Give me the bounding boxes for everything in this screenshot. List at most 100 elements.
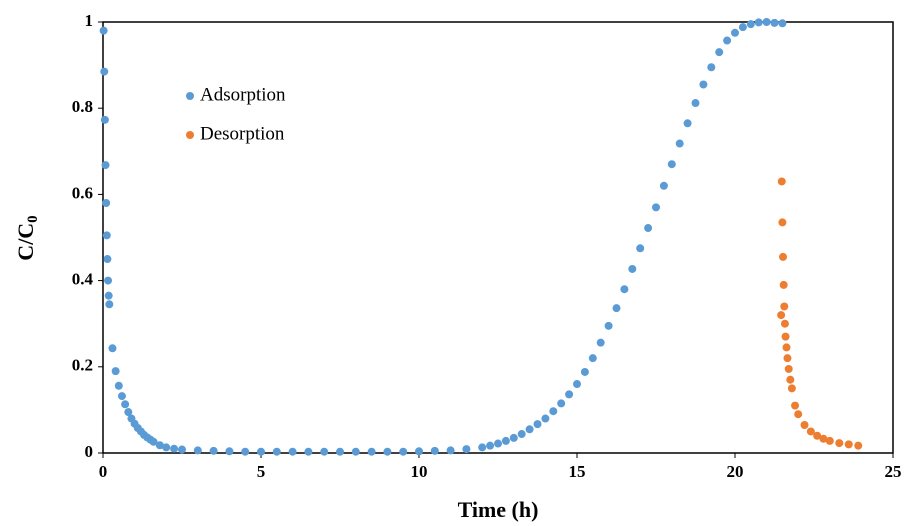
data-point <box>746 20 755 29</box>
x-tick-label: 0 <box>99 462 108 481</box>
data-point <box>155 441 164 450</box>
data-point <box>193 446 202 455</box>
data-point <box>525 425 534 434</box>
data-point <box>596 338 605 347</box>
data-point <box>336 447 344 456</box>
y-axis-title-sub: 0 <box>25 215 41 223</box>
data-point <box>844 440 853 449</box>
data-point <box>806 427 815 436</box>
data-point <box>149 437 158 446</box>
data-point <box>304 447 313 456</box>
data-point <box>777 311 786 320</box>
data-point <box>777 177 786 186</box>
x-tick-label: 15 <box>569 462 586 481</box>
x-axis-title: Time (h) <box>458 497 539 522</box>
data-point <box>117 392 126 401</box>
data-point <box>779 252 788 261</box>
data-point <box>786 375 795 384</box>
data-point <box>854 441 863 450</box>
x-tick-label: 5 <box>257 462 266 481</box>
data-point <box>533 420 542 429</box>
y-tick-label: 1 <box>85 11 94 30</box>
data-point <box>731 28 739 37</box>
data-point <box>517 430 526 439</box>
data-point <box>825 436 834 445</box>
data-point <box>121 400 130 409</box>
data-point <box>683 119 692 128</box>
data-point <box>754 18 763 27</box>
data-point <box>800 420 809 429</box>
y-tick-label: 0.8 <box>72 97 93 116</box>
data-point <box>644 224 653 233</box>
data-point <box>225 447 234 456</box>
data-point <box>780 319 789 328</box>
y-tick-label: 0.4 <box>72 270 94 289</box>
x-tick-label: 10 <box>411 462 428 481</box>
data-point <box>813 431 822 440</box>
data-point <box>565 390 574 399</box>
data-point <box>209 446 218 455</box>
data-point <box>494 439 502 448</box>
data-point <box>780 302 789 311</box>
data-point <box>162 443 171 452</box>
data-point <box>111 367 120 376</box>
data-point <box>628 264 637 273</box>
data-point <box>446 446 455 455</box>
data-point <box>699 80 708 89</box>
data-point <box>652 203 660 212</box>
data-point <box>105 300 114 309</box>
data-point <box>636 244 645 253</box>
data-point <box>462 445 471 454</box>
data-point <box>541 414 550 423</box>
legend-marker <box>186 92 194 100</box>
data-point <box>770 18 779 27</box>
data-point <box>104 276 113 285</box>
data-point <box>415 447 423 456</box>
data-point <box>103 255 112 264</box>
y-tick-label: 0.6 <box>72 183 93 202</box>
data-point <box>819 434 828 443</box>
data-point <box>723 36 732 45</box>
data-point <box>102 231 111 240</box>
x-tick-label: 20 <box>727 462 744 481</box>
plot-frame <box>102 21 894 454</box>
data-point <box>779 280 788 289</box>
data-point <box>102 199 111 208</box>
y-tick-label: 0 <box>85 442 94 461</box>
data-point <box>557 399 566 408</box>
data-point <box>707 63 716 72</box>
data-point <box>612 304 621 313</box>
data-point <box>486 441 495 450</box>
data-point <box>588 354 597 363</box>
data-point <box>715 48 724 57</box>
legend-marker <box>186 131 194 139</box>
data-point <box>272 447 281 456</box>
data-point <box>170 444 179 453</box>
data-point <box>667 160 676 169</box>
data-point <box>620 285 629 294</box>
data-point <box>100 67 109 76</box>
data-point <box>784 364 793 373</box>
data-point <box>288 447 297 456</box>
data-point <box>835 439 844 448</box>
data-point <box>399 447 408 456</box>
data-point <box>124 408 133 417</box>
y-axis-title-main: C/C <box>13 223 38 261</box>
data-point <box>675 139 684 148</box>
data-point <box>99 26 108 35</box>
data-point <box>104 291 113 300</box>
data-point <box>351 447 360 456</box>
data-point <box>178 445 186 454</box>
data-point <box>114 381 123 390</box>
data-point <box>108 344 117 353</box>
data-point <box>691 99 700 108</box>
data-point <box>257 447 265 456</box>
data-point <box>781 332 790 341</box>
data-point <box>604 321 613 330</box>
data-point <box>778 218 787 227</box>
legend-label: Desorption <box>200 123 285 144</box>
data-point <box>738 23 747 32</box>
y-axis-title: C/C0 <box>13 215 41 260</box>
y-tick-label: 0.2 <box>72 356 93 375</box>
